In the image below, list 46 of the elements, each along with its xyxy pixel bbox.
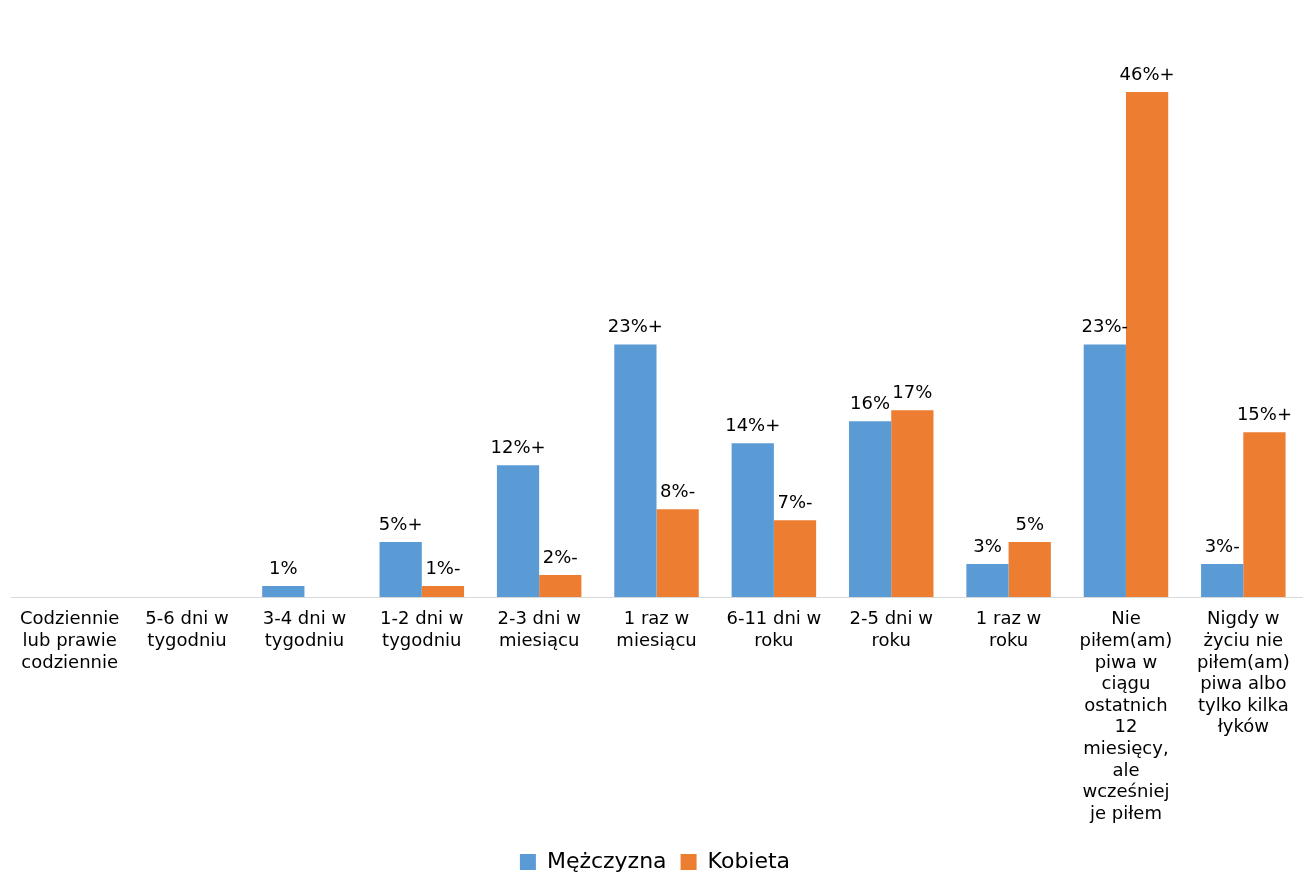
bar: [496, 465, 540, 597]
bar: [656, 509, 699, 597]
data-label: 5%+: [378, 512, 423, 534]
bar: [891, 410, 934, 597]
legend-label: Mężczyzna: [546, 847, 667, 873]
data-label: 46%+: [1119, 62, 1175, 84]
bar: [379, 542, 422, 597]
bar: [1125, 91, 1169, 597]
data-label: 2%-: [542, 545, 578, 567]
x-tick-label: 1 raz w miesiącu: [616, 607, 697, 651]
x-tick-label: Codziennie lub prawie codziennie: [20, 607, 120, 672]
data-label: 16%: [850, 391, 891, 413]
data-label: 23%+: [607, 315, 663, 337]
category-label: Nie piłem(am) piwa w ciągu ostatnich 12 miesięcy, ale wcześniej je piłem: [1079, 607, 1173, 823]
data-label: 7%-: [777, 490, 813, 512]
bar: [966, 564, 1009, 597]
bar: [1008, 542, 1051, 597]
data-label: 1%-: [425, 556, 461, 578]
data-label: 12%+: [490, 435, 546, 457]
x-tick-label: 1-2 dni w tygodniu: [380, 607, 464, 651]
x-tick-label: 2-5 dni w roku: [849, 607, 933, 651]
bar: [262, 586, 305, 597]
x-tick-label: Nigdy w życiu nie piłem(am) piwa albo tylko kilka łyków: [1196, 607, 1290, 737]
legend-label: Kobieta: [707, 847, 791, 873]
bar: [848, 421, 892, 597]
data-label: 17%: [892, 381, 933, 403]
x-tick-label: 6-11 dni w roku: [726, 607, 822, 651]
bar: [731, 443, 774, 597]
data-label: 1%: [269, 556, 298, 578]
x-tick-label: 5-6 dni w tygodniu: [145, 607, 229, 651]
bar: [773, 520, 817, 597]
data-label: 15%+: [1236, 402, 1292, 424]
data-label: 3%: [973, 534, 1002, 556]
data-label: 8%-: [660, 479, 696, 501]
bar: [539, 575, 582, 597]
x-tick-label: 1 raz w roku: [975, 607, 1042, 651]
bar: [1243, 432, 1286, 597]
data-label: 5%: [1015, 512, 1044, 534]
data-label: 14%+: [725, 413, 781, 435]
bar: [421, 586, 465, 597]
x-tick-label: 2-3 dni w miesiącu: [497, 607, 581, 651]
data-label: 3%-: [1204, 534, 1240, 556]
x-tick-label: 3-4 dni w tygodniu: [262, 607, 347, 651]
bar: [1201, 564, 1244, 597]
bar: [1083, 344, 1126, 597]
bar: [614, 344, 657, 597]
